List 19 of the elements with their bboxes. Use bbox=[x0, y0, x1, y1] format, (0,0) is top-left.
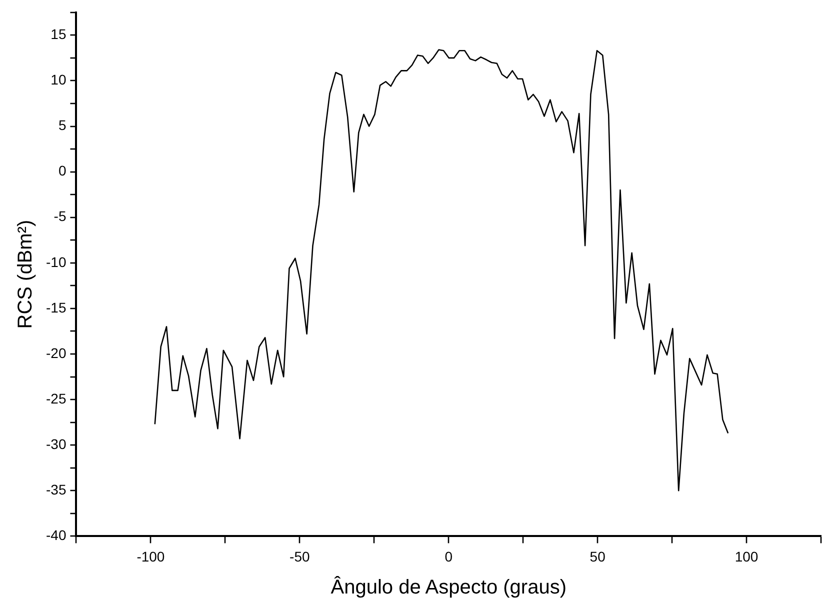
y-tick-label: -5 bbox=[54, 208, 66, 224]
x-tick-label: 50 bbox=[590, 548, 606, 564]
y-tick-label: -10 bbox=[46, 254, 66, 270]
y-tick-label: -25 bbox=[46, 390, 66, 406]
y-tick-label: 10 bbox=[50, 72, 66, 88]
y-tick-label: -15 bbox=[46, 299, 66, 316]
y-tick-label: -35 bbox=[46, 482, 66, 498]
x-tick-label: -100 bbox=[136, 548, 165, 564]
y-tick-label: -20 bbox=[46, 344, 66, 361]
y-tick-label: -30 bbox=[46, 436, 66, 452]
y-tick-label: 15 bbox=[50, 26, 66, 42]
y-axis-title: RCS (dBm²) bbox=[14, 220, 37, 329]
y-tick-label: 0 bbox=[58, 162, 66, 179]
y-tick-label: -40 bbox=[46, 527, 66, 544]
x-tick-label: 0 bbox=[444, 548, 453, 564]
x-tick-label: 100 bbox=[734, 548, 758, 564]
x-tick-label: -50 bbox=[290, 548, 310, 564]
y-tick-label: 5 bbox=[58, 117, 66, 134]
x-axis-title: Ângulo de Aspecto (graus) bbox=[330, 576, 566, 599]
